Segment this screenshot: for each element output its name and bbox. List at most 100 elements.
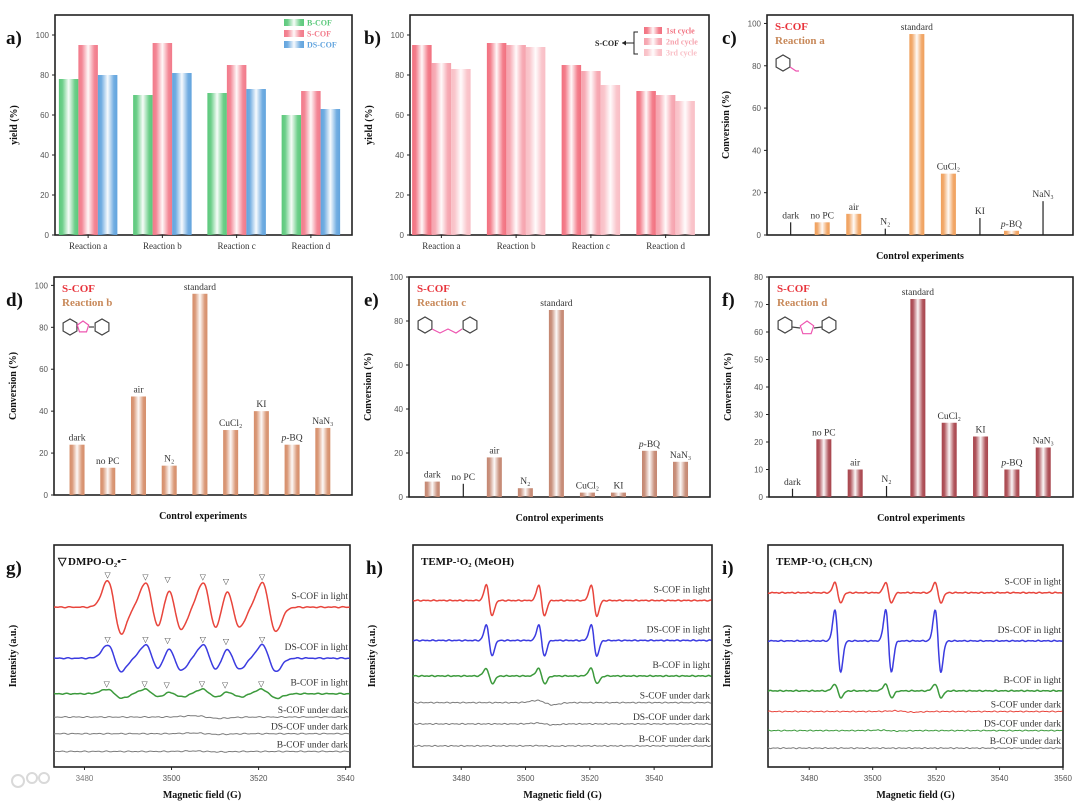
trap-marker-icon: ▽ — [200, 573, 207, 582]
benzene-ring — [821, 316, 837, 334]
y-tick-label: 80 — [40, 71, 49, 80]
x-tick-label: Reaction c — [572, 241, 610, 251]
panel-label: e) — [364, 290, 379, 311]
legend-label: 1st cycle — [666, 27, 695, 36]
bar-label: NaN₃ — [312, 417, 333, 427]
bar-label: dark — [784, 478, 801, 488]
bar-0 — [69, 444, 85, 495]
bar-3 — [161, 465, 177, 495]
x-axis-title: Magnetic field (G) — [163, 790, 241, 801]
bar-label: standard — [901, 23, 933, 33]
bar-label-italic: p — [1000, 459, 1006, 469]
legend-swatch — [644, 27, 662, 34]
y-tick-label: 60 — [394, 361, 403, 370]
bar-label: NaN₃ — [1032, 190, 1053, 200]
bar-label: air — [133, 385, 144, 395]
y-tick-label: 80 — [754, 273, 763, 282]
series-label: DS-COF under dark — [984, 720, 1061, 730]
trap-marker-icon: ▽ — [258, 679, 265, 688]
x-tick-label: Reaction d — [292, 241, 331, 251]
y-tick-label: 80 — [39, 323, 48, 332]
series-label: S-COF in light — [292, 592, 349, 602]
bar-1st-cycle — [636, 91, 656, 235]
y-tick-label: 60 — [39, 365, 48, 374]
bar-6 — [973, 436, 989, 497]
bar-b-cof — [207, 93, 227, 235]
y-axis-title: Intensity (a.u.) — [8, 625, 19, 688]
x-axis-title: Magnetic field (G) — [876, 790, 954, 801]
bar-label: NaN₃ — [670, 451, 691, 461]
bar-5 — [579, 492, 595, 497]
bar-3rd-cycle — [451, 69, 471, 235]
legend-swatch — [284, 19, 304, 26]
bar-8 — [673, 461, 689, 497]
bar-s-cof — [152, 43, 173, 235]
bar-8 — [315, 427, 331, 495]
series-label: B-COF in light — [290, 679, 348, 689]
legend-swatch — [284, 30, 304, 37]
x-tick-label: 3520 — [250, 774, 268, 783]
y-axis-title: Conversion (%) — [721, 91, 732, 159]
benzene-ring — [94, 318, 110, 336]
bar-label: p-BQ — [281, 434, 303, 444]
x-tick-label: 3540 — [337, 774, 355, 783]
y-tick-label: 60 — [752, 104, 761, 113]
bar-label: standard — [902, 288, 934, 298]
substituent — [789, 66, 799, 72]
bar-label: dark — [69, 434, 86, 444]
panel-label: c) — [722, 28, 737, 49]
bar-2 — [847, 469, 863, 497]
y-tick-label: 40 — [394, 405, 403, 414]
bar-label: KI — [976, 426, 986, 436]
bar-1st-cycle — [486, 43, 507, 235]
bar-label-italic: p — [281, 434, 287, 444]
x-tick-label: 3540 — [645, 774, 663, 783]
bar-label: dark — [782, 211, 799, 221]
bar-1 — [814, 222, 830, 235]
y-tick-label: 40 — [39, 407, 48, 416]
bar-b-cof — [133, 95, 153, 235]
legend-label: 2nd cycle — [666, 38, 698, 47]
bar-2nd-cycle — [655, 95, 676, 235]
series-label: S-COF in light — [1005, 578, 1062, 588]
x-tick-label: 3500 — [864, 774, 882, 783]
x-tick-label: 3520 — [927, 774, 945, 783]
legend-label: B-COF — [307, 19, 332, 28]
plot-frame — [412, 544, 713, 768]
panel-label: b) — [364, 28, 381, 49]
plot-frame — [53, 544, 351, 768]
bar-label-italic: p — [638, 440, 644, 450]
panel-label: a) — [6, 28, 22, 49]
y-tick-label: 100 — [36, 31, 50, 40]
y-tick-label: 30 — [754, 411, 763, 420]
bar-label-rest: -BQ — [286, 434, 303, 444]
bar-label: air — [850, 459, 861, 469]
panel-label: f) — [722, 290, 735, 311]
legend-label: 3rd cycle — [666, 49, 697, 58]
bar-3rd-cycle — [600, 85, 621, 235]
spectrum-ds-cof-in-light — [54, 643, 350, 673]
molecule-structure-icon — [417, 316, 478, 334]
bar-label-rest: -BQ — [1006, 220, 1023, 230]
spectrum-ds-cof-in-light — [768, 608, 1063, 674]
bar-4 — [192, 293, 208, 495]
bar-label: no PC — [96, 457, 120, 467]
trap-marker-icon: ▽ — [164, 681, 171, 690]
x-tick-label: 3540 — [991, 774, 1009, 783]
spectrum-b-cof-under-dark — [767, 747, 1063, 750]
spectrum-b-cof-under-dark — [53, 750, 350, 753]
panel-i: i) Intensity (a.u.) 3480 3500 3520 3540 3560 Ma… — [722, 544, 1072, 801]
bar-label: p-BQ — [1000, 220, 1022, 230]
x-tick-label: 3480 — [76, 774, 94, 783]
bar-6 — [610, 492, 626, 497]
y-tick-label: 20 — [40, 191, 49, 200]
arrow-left-icon — [622, 40, 626, 46]
bar-label: no PC — [812, 428, 836, 438]
x-axis-title: Control experiments — [516, 513, 604, 524]
bar-4 — [910, 299, 926, 497]
spectrum-ds-cof-under-dark — [413, 722, 712, 726]
bar-label: KI — [256, 400, 266, 410]
bar-5 — [941, 422, 957, 497]
panel-e: e) Conversion (%) 0 20 40 60 80 100 dark no PC air… — [363, 273, 711, 524]
